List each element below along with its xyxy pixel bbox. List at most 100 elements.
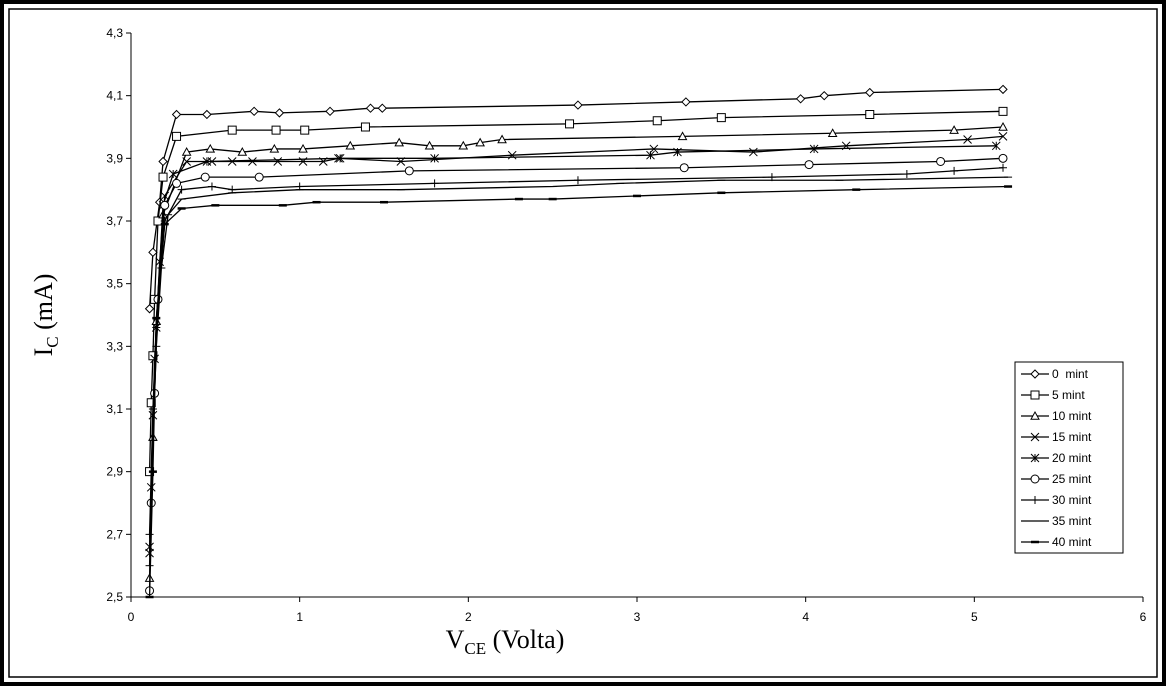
marker (144, 304, 155, 314)
marker (177, 185, 186, 194)
marker (565, 119, 575, 129)
marker (950, 166, 959, 175)
inner-frame (8, 8, 1158, 678)
marker (158, 156, 168, 167)
x-tick-label: 2 (465, 610, 472, 624)
marker (949, 125, 959, 134)
marker (991, 141, 1001, 151)
marker (298, 143, 308, 153)
marker (171, 109, 182, 120)
y-tick-label: 2,9 (106, 465, 123, 479)
series-line (148, 126, 1004, 579)
legend-label: 20 mint (1052, 451, 1092, 465)
marker (205, 143, 216, 153)
series-line (148, 176, 1009, 566)
marker (936, 156, 946, 166)
marker (200, 172, 210, 182)
y-label-sub: C (43, 336, 62, 347)
marker (202, 157, 212, 166)
marker (677, 131, 688, 141)
marker (998, 106, 1008, 116)
series-line (148, 110, 1004, 472)
y-tick-label: 4,3 (106, 26, 123, 40)
marker (325, 106, 335, 117)
marker (795, 94, 806, 104)
marker (999, 163, 1008, 172)
legend-label: 15 mint (1052, 430, 1092, 444)
marker (274, 108, 285, 118)
marker (158, 172, 168, 182)
marker (145, 530, 154, 539)
marker (207, 182, 216, 191)
marker (248, 157, 257, 166)
x-tick-label: 6 (1140, 610, 1147, 624)
marker (181, 147, 192, 156)
marker (300, 125, 310, 135)
marker (269, 143, 280, 153)
marker (172, 178, 182, 188)
y-tick-label: 3,1 (106, 402, 123, 416)
marker (458, 140, 469, 150)
series-line (148, 167, 1004, 535)
y-tick-label: 3,5 (106, 277, 123, 291)
marker (681, 97, 691, 107)
x-label-main: V (446, 625, 465, 654)
legend-label: 10 mint (1052, 409, 1092, 423)
marker (902, 170, 911, 178)
marker (827, 128, 838, 137)
legend-label: 0 mint (1052, 367, 1089, 381)
marker (1030, 369, 1040, 379)
marker (963, 135, 972, 144)
x-label-rest: (Volta) (486, 625, 564, 654)
marker (1030, 390, 1040, 400)
marker (148, 405, 157, 413)
marker (182, 157, 192, 166)
y-tick-label: 4,1 (106, 89, 123, 103)
series-line (148, 157, 1004, 591)
marker (1031, 496, 1039, 504)
marker (424, 140, 435, 150)
y-tick-label: 2,5 (106, 590, 123, 604)
marker (649, 144, 659, 154)
marker (819, 90, 829, 101)
marker (865, 87, 875, 98)
marker (360, 122, 370, 132)
marker (804, 160, 814, 170)
marker (573, 176, 582, 185)
marker (237, 147, 248, 156)
y-tick-label: 3,7 (106, 214, 123, 228)
x-label-sub: CE (464, 639, 486, 658)
y-label-rest: (mA) (29, 274, 58, 337)
marker (172, 131, 182, 141)
marker (475, 137, 485, 147)
series-line (148, 88, 1004, 309)
y-tick-label: 2,7 (106, 527, 123, 541)
marker (377, 103, 388, 113)
y-tick-label: 3,3 (106, 339, 123, 353)
marker (335, 153, 345, 163)
y-tick-label: 3,9 (106, 151, 123, 165)
marker (1030, 453, 1040, 463)
marker (716, 113, 726, 123)
x-axis-label: VCE (Volta) (446, 625, 565, 658)
x-tick-label: 1 (296, 610, 303, 624)
marker (254, 172, 264, 182)
marker (168, 169, 178, 179)
series-line (148, 185, 1009, 598)
marker (1030, 410, 1040, 420)
marker (394, 137, 405, 147)
marker (202, 109, 212, 120)
marker (249, 106, 259, 117)
marker (573, 100, 583, 110)
marker (148, 247, 158, 258)
marker (1030, 432, 1040, 442)
marker (998, 153, 1008, 163)
x-tick-label: 0 (128, 610, 135, 624)
marker (998, 121, 1008, 131)
y-axis-label: IC (mA) (29, 274, 62, 357)
legend-label: 25 mint (1052, 472, 1092, 486)
marker (271, 125, 281, 135)
marker (1030, 474, 1040, 484)
